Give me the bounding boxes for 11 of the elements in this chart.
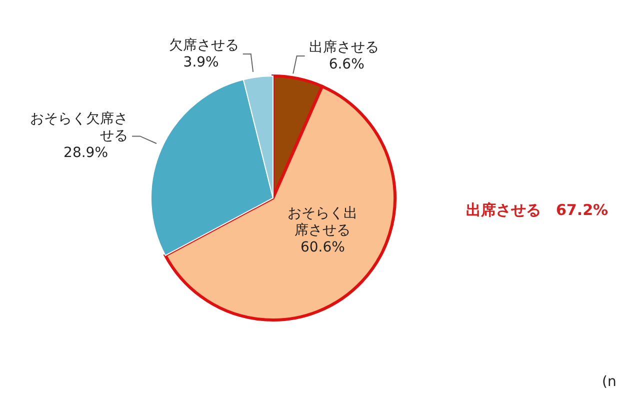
slice-label: 出席させる xyxy=(308,40,379,56)
text: (n xyxy=(602,374,616,390)
data-label: 3.9% xyxy=(183,54,219,71)
slice-label: 欠席させる xyxy=(168,38,239,54)
slice-label: おそらく欠席させる xyxy=(30,111,128,144)
slice-label: おそらく出席させる xyxy=(288,205,358,238)
text: 出席させる 67.2% xyxy=(466,201,608,220)
pie-slice xyxy=(150,79,274,256)
data-label: 28.9% xyxy=(64,145,108,162)
data-label: 60.6% xyxy=(300,239,345,256)
data-label: 6.6% xyxy=(328,56,364,72)
